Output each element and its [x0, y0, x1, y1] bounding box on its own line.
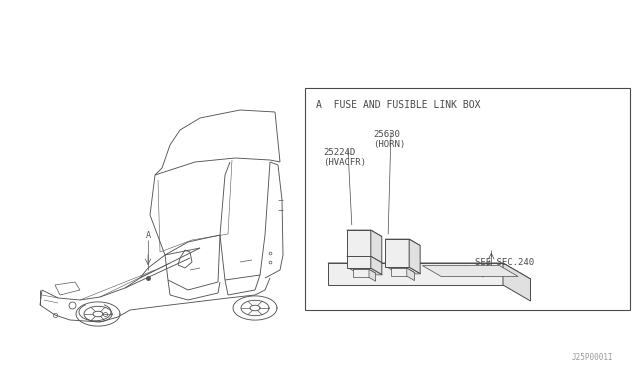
Polygon shape [369, 269, 376, 281]
Polygon shape [503, 263, 531, 301]
Text: 25224D: 25224D [323, 148, 355, 157]
Polygon shape [353, 269, 376, 273]
Polygon shape [391, 268, 415, 273]
Polygon shape [371, 256, 382, 275]
Polygon shape [348, 268, 382, 275]
Polygon shape [407, 268, 415, 280]
Polygon shape [391, 268, 407, 276]
Polygon shape [371, 230, 382, 263]
FancyBboxPatch shape [305, 88, 630, 310]
Polygon shape [385, 239, 420, 246]
Text: J25P0001I: J25P0001I [572, 353, 614, 362]
Polygon shape [385, 239, 409, 267]
Polygon shape [347, 256, 382, 263]
Text: A  FUSE AND FUSIBLE LINK BOX: A FUSE AND FUSIBLE LINK BOX [316, 100, 481, 110]
Polygon shape [347, 230, 382, 237]
Polygon shape [328, 263, 531, 279]
Text: (HVACFR): (HVACFR) [323, 158, 366, 167]
Polygon shape [387, 267, 420, 274]
Text: A: A [145, 231, 150, 240]
Polygon shape [422, 266, 518, 276]
Text: (HORN): (HORN) [373, 140, 405, 149]
Polygon shape [347, 230, 371, 256]
Text: SEE SEC.240: SEE SEC.240 [475, 258, 534, 267]
Polygon shape [409, 239, 420, 273]
Polygon shape [347, 256, 371, 268]
Polygon shape [353, 269, 369, 278]
Polygon shape [328, 263, 503, 285]
Text: 25630: 25630 [373, 130, 400, 139]
